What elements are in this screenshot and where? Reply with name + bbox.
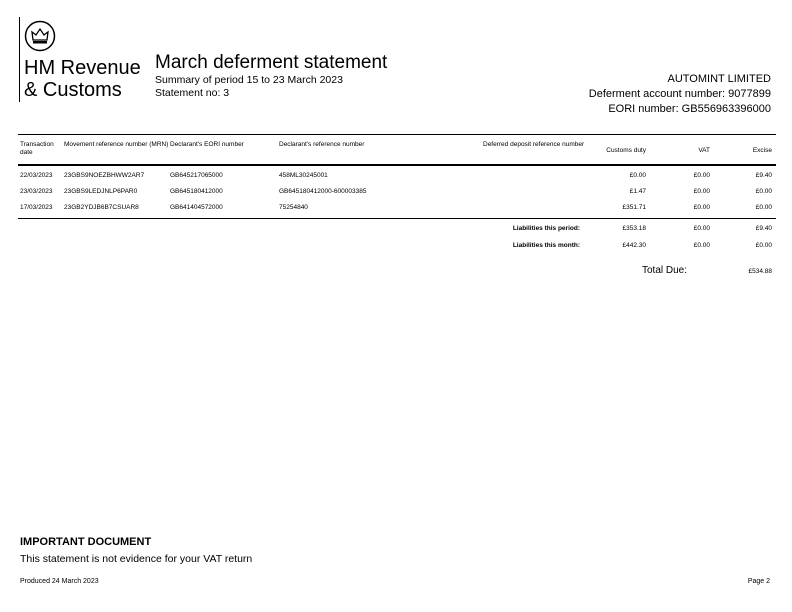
column-header: Excise [752,147,772,154]
table-cell: 17/03/2023 [20,204,53,211]
company-name: AUTOMINT LIMITED [667,73,772,85]
table-cell: £0.00 [693,172,710,179]
liabilities-month-excise: £0.00 [755,242,772,249]
page-title: March deferment statement [155,52,388,73]
liabilities-month-customs: £442.30 [622,242,647,249]
table-cell: £9.40 [755,172,772,179]
table-cell: 23GB2YDJB6B7CSUAR8 [64,204,139,211]
table-cell: 75254840 [279,204,308,211]
page-number: Page 2 [747,578,770,585]
logo-divider [19,17,20,102]
deferment-account: Deferment account number: 9077899 [588,88,771,100]
table-cell: GB645217065000 [170,172,223,179]
total-due-label: Total Due: [642,265,688,276]
table-cell: 23GBS9NOEZBHWW2AR7 [64,172,145,179]
column-header: Movement reference number (MRN) [64,141,169,148]
organisation-name: HM Revenue & Customs [24,57,141,101]
liabilities-period-vat: £0.00 [693,225,710,232]
table-cell: £0.00 [755,188,772,195]
produced-date: Produced 24 March 2023 [20,578,99,585]
account-block: AUTOMINT LIMITED Deferment account number… [589,72,771,117]
table-cell: £351.71 [622,204,647,211]
table-cell: GB645180412000 [170,188,223,195]
table-cell: £0.00 [693,204,710,211]
liabilities-period-customs: £353.18 [622,225,647,232]
notice-title: IMPORTANT DOCUMENT [20,536,152,548]
column-header: Declarant's reference number [279,141,365,148]
table-cell: £0.00 [629,172,646,179]
crown-crest-icon [24,20,56,52]
table-cell: £0.00 [755,204,772,211]
summary-block: Summary of period 15 to 23 March 2023 Sta… [155,74,343,100]
org-line-1: HM Revenue [24,57,141,79]
liabilities-month-vat: £0.00 [693,242,710,249]
column-header: Customs duty [606,147,646,154]
eori-number: EORI number: GB556963396000 [608,103,771,115]
org-line-2: & Customs [24,79,122,101]
column-header: Declarant's EORI number [170,141,244,148]
table-cell: GB641404572000 [170,204,223,211]
table-cell: 22/03/2023 [20,172,53,179]
rows-end-rule [18,218,776,219]
table-cell: 23GBS9LEDJNLP6PAR0 [64,188,138,195]
table-cell: GB645180412000-600003385 [279,188,367,195]
liabilities-month-label: Liabilities this month: [512,242,580,249]
notice-text: This statement is not evidence for your … [20,553,253,565]
column-header: VAT [698,147,710,154]
liabilities-period-excise: £9.40 [755,225,772,232]
column-header: Deferred deposit reference number [483,141,585,148]
table-top-rule [18,134,776,135]
table-cell: 23/03/2023 [20,188,53,195]
header-rule [18,164,776,166]
liabilities-period-label: Liabilities this period: [512,225,580,232]
table-cell: £0.00 [693,188,710,195]
statement-number: Statement no: 3 [155,87,230,99]
table-cell: £1.47 [629,188,646,195]
period-summary: Summary of period 15 to 23 March 2023 [155,74,343,86]
total-due-value: £534.88 [748,268,773,275]
table-cell: 458ML30245001 [279,172,328,179]
column-header: Transaction date [20,141,54,156]
